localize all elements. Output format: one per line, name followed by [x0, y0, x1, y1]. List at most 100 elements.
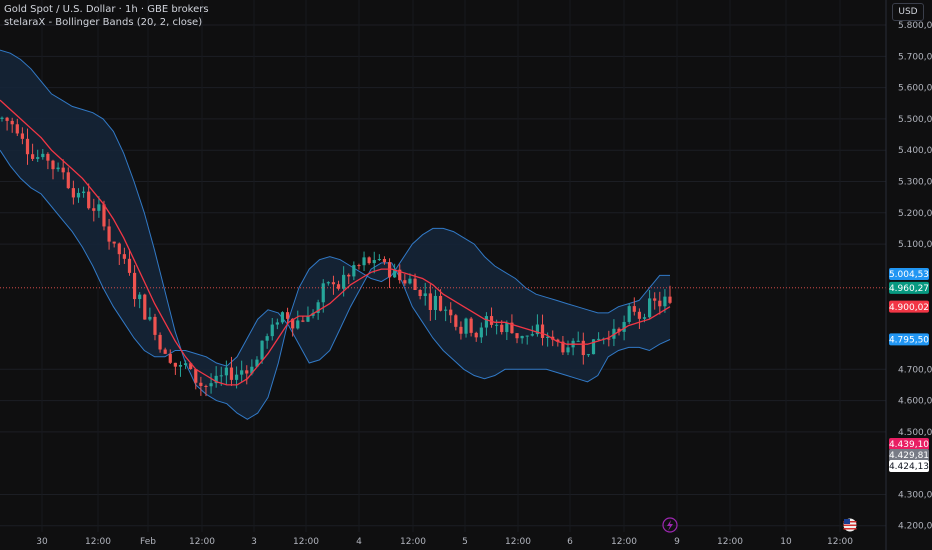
candle-body: [520, 335, 524, 339]
candle-body: [112, 241, 116, 244]
price-tag-mid: [889, 449, 929, 461]
us-flag-icon[interactable]: [843, 518, 857, 532]
candle-body: [663, 296, 667, 307]
candle-body: [464, 318, 468, 334]
time-tick-label: 4: [356, 537, 362, 547]
candle-body: [413, 278, 417, 290]
candle-body: [245, 370, 249, 374]
price-tag-label: 4.424,13: [889, 462, 929, 472]
price-tag-last: [889, 281, 929, 294]
candle-body: [398, 269, 402, 281]
candle-body: [178, 364, 183, 367]
candle-body: [530, 334, 534, 336]
candle-body: [265, 336, 269, 341]
candle-body: [546, 336, 550, 338]
candle-body: [576, 340, 580, 342]
price-tags: 5.004,53 4.960,27 4.900,02 4.795,50 4.439,10…: [889, 267, 929, 472]
lightning-icon[interactable]: [662, 517, 678, 533]
candle-body: [138, 294, 142, 300]
candle-body: [500, 324, 504, 333]
candle-body: [280, 312, 285, 323]
candle-body: [199, 382, 203, 386]
candle-body: [97, 204, 101, 211]
currency-button[interactable]: USD: [892, 3, 924, 21]
candle-body: [173, 362, 177, 367]
candle-body: [219, 375, 223, 377]
candle-body: [489, 316, 494, 325]
time-tick-label: 12:00: [189, 537, 215, 547]
candle-body: [653, 298, 657, 301]
candle-body: [291, 318, 295, 329]
time-tick-label: 12:00: [505, 537, 531, 547]
price-tag-label: 4.900,02: [889, 303, 929, 313]
candle-body: [454, 315, 458, 327]
candle-body: [408, 278, 412, 284]
time-tick-label: 30: [36, 537, 48, 547]
candle-body: [342, 274, 346, 289]
price-tick-label: 5.300,00: [898, 178, 932, 188]
price-tick-label: 5.200,00: [898, 209, 932, 219]
candle-body: [418, 289, 422, 297]
candle-body: [163, 349, 167, 354]
time-tick-label: 12:00: [827, 537, 853, 547]
chart-title: Gold Spot / U.S. Dollar · 1h · GBE broke…: [4, 4, 209, 15]
time-tick-label: 12:00: [717, 537, 743, 547]
candle-body: [20, 133, 24, 139]
candle-body: [87, 191, 91, 209]
candle-body: [234, 374, 239, 380]
candle-body: [214, 375, 218, 384]
candle-body: [10, 120, 14, 125]
candle-body: [102, 204, 106, 227]
grid: [0, 0, 886, 532]
candle-body: [444, 309, 448, 311]
candle-body: [535, 324, 540, 335]
price-tag-label: 4.439,10: [889, 440, 929, 450]
candle-body: [260, 340, 264, 360]
candle-body: [561, 341, 565, 353]
candle-body: [627, 306, 631, 322]
candle-body: [36, 157, 40, 159]
candle-body: [658, 300, 662, 307]
candle-body: [76, 192, 81, 198]
candle-body: [306, 315, 310, 322]
time-tick-label: 12:00: [611, 537, 637, 547]
candle-body: [143, 294, 147, 320]
indicator-legend[interactable]: stelaraX - Bollinger Bands (20, 2, close…: [4, 17, 203, 28]
candle-body: [622, 321, 626, 332]
candles: [0, 116, 672, 397]
candle-body: [326, 282, 330, 284]
price-axis[interactable]: 5.800,00 5.700,00 5.600,00 5.500,00 5.400,00…: [898, 21, 932, 532]
candle-body: [46, 153, 50, 161]
candle-body: [515, 333, 519, 339]
price-tag-label: 4.795,50: [889, 336, 929, 346]
candle-body: [372, 260, 376, 264]
candle-body: [347, 274, 351, 277]
time-axis[interactable]: 30 12:00 Feb 12:00 3 12:00 4 12:00 5 12:00 6 12:00 9…: [36, 537, 853, 547]
candle-body: [5, 117, 9, 121]
candle-body: [474, 332, 478, 338]
candle-body: [377, 259, 381, 261]
candle-body: [66, 172, 70, 189]
price-tick-label: 4.700,00: [898, 365, 932, 375]
price-tag-label: 5.004,53: [889, 270, 929, 280]
time-tick-label: 3: [251, 537, 257, 547]
candle-body: [362, 257, 366, 266]
candle-body: [51, 160, 55, 170]
candle-body: [270, 324, 274, 337]
candle-body: [321, 283, 325, 303]
candle-body: [336, 284, 341, 289]
price-tag-label: 4.429,81: [889, 451, 929, 461]
candle-body: [331, 282, 336, 285]
candle-body: [209, 383, 213, 387]
candle-body: [525, 335, 529, 337]
price-tag-label: 4.960,27: [889, 284, 929, 294]
candle-body: [285, 312, 290, 319]
candle-body: [107, 226, 111, 242]
candle-body: [183, 363, 188, 365]
candle-body: [484, 316, 489, 328]
bollinger-lower-line: [0, 149, 671, 383]
candle-body: [510, 322, 514, 334]
candle-body: [56, 167, 60, 170]
